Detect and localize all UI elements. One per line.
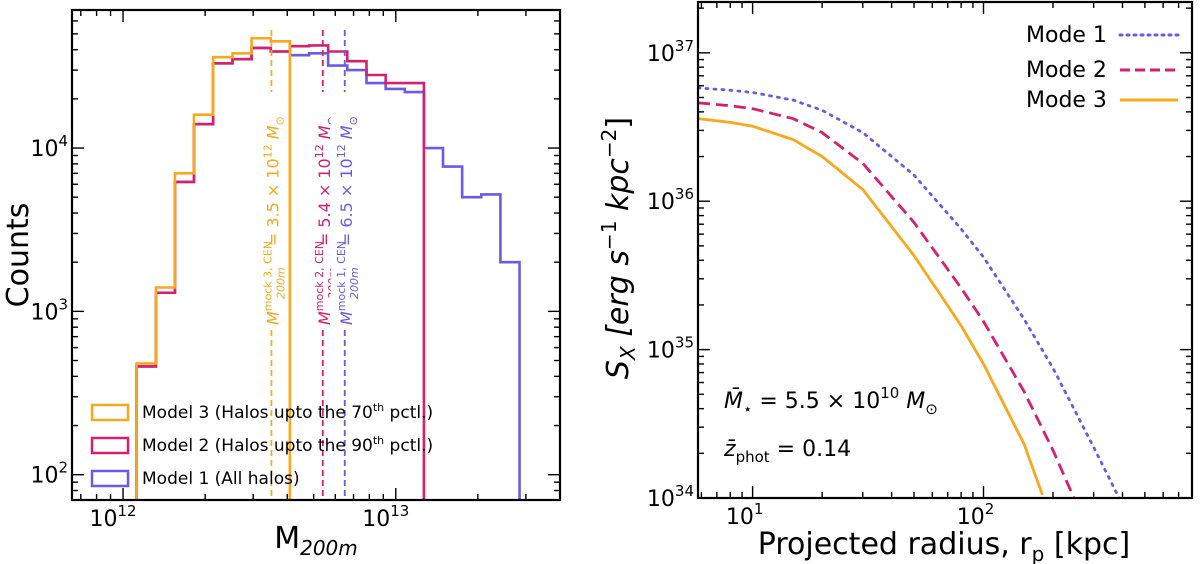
legend-swatch-model3 xyxy=(90,403,130,422)
marker-label-bg-model3 xyxy=(257,92,286,328)
profile-tick-labels: 101 102 1034 1035 1036 1037 xyxy=(647,37,994,530)
y-tick-label: 102 xyxy=(30,459,68,489)
redshift-annotation: z̄phot = 0.14 xyxy=(723,437,851,466)
marker-label-model2: Mmock 2, CEN200m = 5.4 × 1012 M⊙ xyxy=(313,116,339,325)
histogram-frame xyxy=(70,8,562,502)
legend-swatch-model1 xyxy=(90,469,130,488)
y-tick-label: 103 xyxy=(30,295,68,325)
histogram-panel: Mmock 3, CEN200m = 3.5 × 1012 M⊙ Mmock 2,… xyxy=(1,8,562,560)
marker-label-bg-model1 xyxy=(330,92,359,328)
y-tick-label: 1034 xyxy=(647,482,694,512)
x-tick-label: 102 xyxy=(957,500,995,530)
profile-legend: Mode 1 Mode 2 Mode 3 xyxy=(1026,23,1180,113)
legend-label-mode2: Mode 2 xyxy=(1026,58,1107,83)
histogram-step-model3 xyxy=(135,36,292,500)
x-tick-label: 1013 xyxy=(362,502,409,532)
histogram-legend: Model 3 (Halos upto the 70th pctl.) Mode… xyxy=(90,401,433,489)
marker-label-model1: Mmock 1, CEN200m = 6.5 × 1012 M⊙ xyxy=(335,116,361,325)
legend-label-model3: Model 3 (Halos upto the 70th pctl.) xyxy=(142,401,433,423)
profile-lines xyxy=(698,86,1121,498)
legend-label-mode1: Mode 1 xyxy=(1026,23,1107,48)
histogram-tick-labels: 1012 1013 102 103 104 xyxy=(30,132,409,532)
profile-y-axis-label: SX [erg s−1 kpc−2] xyxy=(597,117,640,379)
y-tick-label: 1036 xyxy=(647,185,694,215)
y-tick-label: 1037 xyxy=(647,37,694,67)
marker-label-model3: Mmock 3, CEN200m = 3.5 × 1012 M⊙ xyxy=(261,116,287,325)
x-tick-label: 101 xyxy=(726,500,764,530)
profile-line-model3 xyxy=(698,117,1044,496)
histogram-y-axis-label: Counts xyxy=(1,203,36,308)
y-tick-label: 1035 xyxy=(647,334,694,364)
profile-x-axis-label: Projected radius, rp [kpc] xyxy=(758,527,1130,564)
mass-markers: Mmock 3, CEN200m = 3.5 × 1012 M⊙ Mmock 2,… xyxy=(257,30,361,500)
profile-frame xyxy=(696,0,1194,500)
profile-ticks xyxy=(698,2,1193,499)
profile-line-model1 xyxy=(698,86,1121,498)
stellar-mass-annotation: M̄⋆ = 5.5 × 1010 M⊙ xyxy=(724,384,938,418)
histogram-x-axis-label: M200m xyxy=(274,521,358,560)
profile-line-model2 xyxy=(698,101,1076,498)
y-tick-label: 104 xyxy=(30,132,68,162)
legend-label-model1: Model 1 (All halos) xyxy=(142,469,300,489)
legend-label-model2: Model 2 (Halos upto the 90th pctl.) xyxy=(142,434,433,456)
legend-swatch-model2 xyxy=(90,436,130,455)
legend-label-mode3: Mode 3 xyxy=(1026,88,1107,113)
x-tick-label: 1012 xyxy=(89,502,136,532)
profile-panel: 101 102 1034 1035 1036 1037 Projected radius,… xyxy=(597,0,1194,564)
